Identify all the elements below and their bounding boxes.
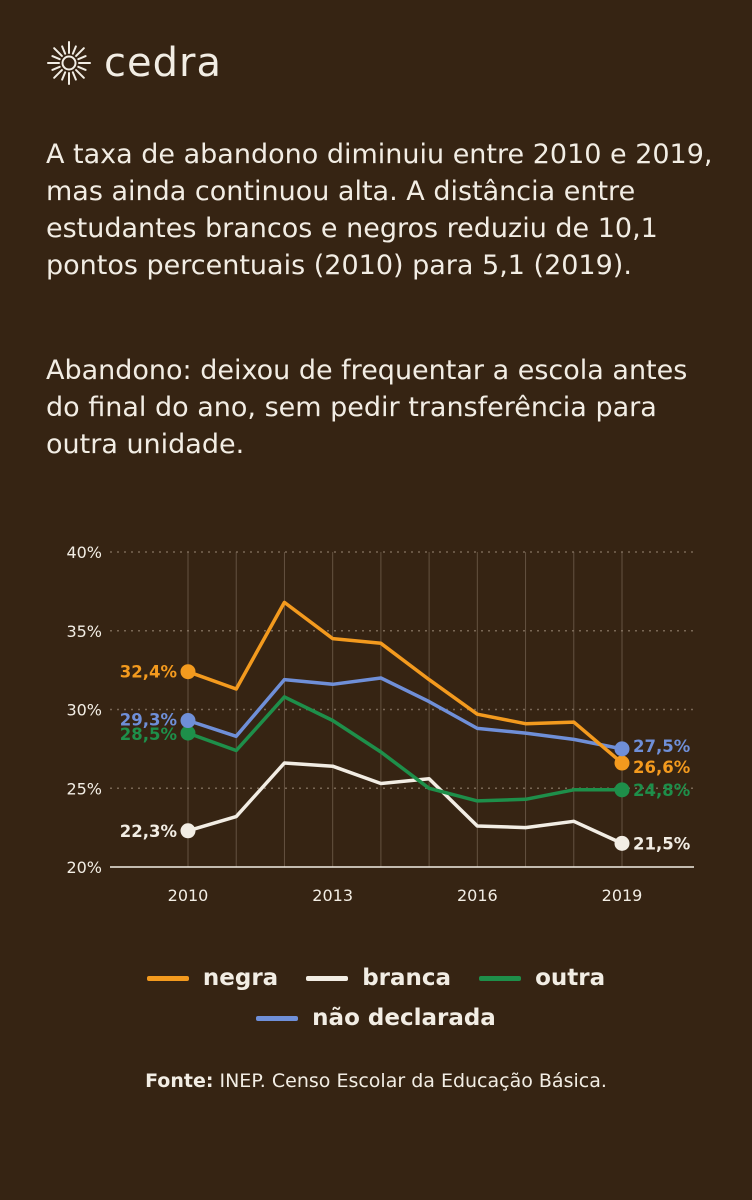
legend-item-nao-declarada: não declarada bbox=[256, 1005, 496, 1031]
legend-label-branca: branca bbox=[362, 965, 452, 991]
brand-logo: cedra bbox=[46, 40, 222, 86]
intro-paragraph: A taxa de abandono diminuiu entre 2010 e… bbox=[46, 139, 713, 281]
end-label-negra: 26,6% bbox=[633, 758, 691, 777]
legend-row-1: negra branca outra bbox=[0, 958, 752, 998]
start-label-negra: 32,4% bbox=[120, 663, 178, 682]
sun-burst-icon bbox=[47, 41, 91, 85]
logo-ray bbox=[61, 71, 67, 81]
start-label-branca: 22,3% bbox=[120, 822, 178, 841]
series-line-negra bbox=[186, 600, 624, 765]
end-label-nao_declarada: 27,5% bbox=[633, 737, 691, 756]
start-label-outra: 28,5% bbox=[120, 725, 178, 744]
legend-row-2: não declarada bbox=[0, 998, 752, 1038]
logo-ray bbox=[75, 47, 85, 57]
end-point-negra bbox=[614, 755, 630, 771]
source-text: INEP. Censo Escolar da Educação Básica. bbox=[213, 1070, 607, 1092]
start-point-outra bbox=[180, 725, 196, 741]
x-tick-label: 2019 bbox=[602, 886, 643, 905]
x-tick-label: 2013 bbox=[312, 886, 353, 905]
x-tick-label: 2016 bbox=[457, 886, 498, 905]
logo-ray bbox=[71, 45, 77, 55]
definition-paragraph: Abandono: deixou de frequentar a escola … bbox=[46, 355, 688, 460]
line-chart: 20% 25% 30% 35% 40% 2010 2013 2016 2019 32,4% 26,6… bbox=[66, 543, 694, 905]
start-point-branca bbox=[180, 823, 196, 839]
y-tick-label: 20% bbox=[66, 858, 102, 877]
legend-label-outra: outra bbox=[535, 965, 606, 991]
logo-ray bbox=[53, 47, 63, 57]
end-label-branca: 21,5% bbox=[633, 834, 691, 853]
y-tick-label: 25% bbox=[66, 779, 102, 798]
legend-swatch-outra bbox=[479, 975, 522, 981]
legend-item-outra: outra bbox=[479, 965, 605, 991]
logo-ray bbox=[77, 55, 87, 61]
legend-swatch-branca bbox=[306, 975, 349, 981]
legend-item-branca: branca bbox=[306, 965, 451, 991]
start-point-nao_declarada bbox=[180, 713, 196, 729]
end-point-outra bbox=[614, 782, 630, 798]
chart-legend: negra branca outra não declarada bbox=[0, 958, 752, 1038]
end-point-nao_declarada bbox=[614, 741, 630, 757]
logo-ray bbox=[75, 69, 85, 79]
end-point-branca bbox=[614, 835, 630, 851]
logo-ray bbox=[61, 45, 67, 55]
series-line-branca bbox=[186, 761, 624, 846]
end-label-outra: 24,8% bbox=[633, 781, 691, 800]
x-tick-label: 2010 bbox=[168, 886, 209, 905]
y-tick-label: 35% bbox=[66, 622, 102, 641]
logo-ray bbox=[77, 65, 87, 71]
start-label-nao_declarada: 29,3% bbox=[120, 711, 178, 730]
y-tick-label: 30% bbox=[66, 701, 102, 720]
legend-label-negra: negra bbox=[202, 965, 279, 991]
series-line-nao_declarada bbox=[186, 676, 624, 751]
logo-ray bbox=[51, 65, 61, 71]
y-tick-label: 40% bbox=[66, 543, 102, 562]
logo-ray bbox=[51, 55, 61, 61]
source-label: Fonte: bbox=[145, 1070, 214, 1092]
legend-swatch-negra bbox=[146, 975, 189, 981]
legend-label-nao-declarada: não declarada bbox=[312, 1005, 496, 1031]
series-line-outra bbox=[186, 695, 624, 803]
legend-item-negra: negra bbox=[146, 965, 279, 991]
source-note: Fonte: INEP. Censo Escolar da Educação B… bbox=[0, 1070, 752, 1092]
logo-ray bbox=[53, 69, 63, 79]
legend-swatch-nao-declarada bbox=[256, 1015, 299, 1021]
start-point-negra bbox=[180, 664, 196, 680]
brand-name: cedra bbox=[104, 40, 222, 86]
logo-ray bbox=[71, 71, 77, 81]
